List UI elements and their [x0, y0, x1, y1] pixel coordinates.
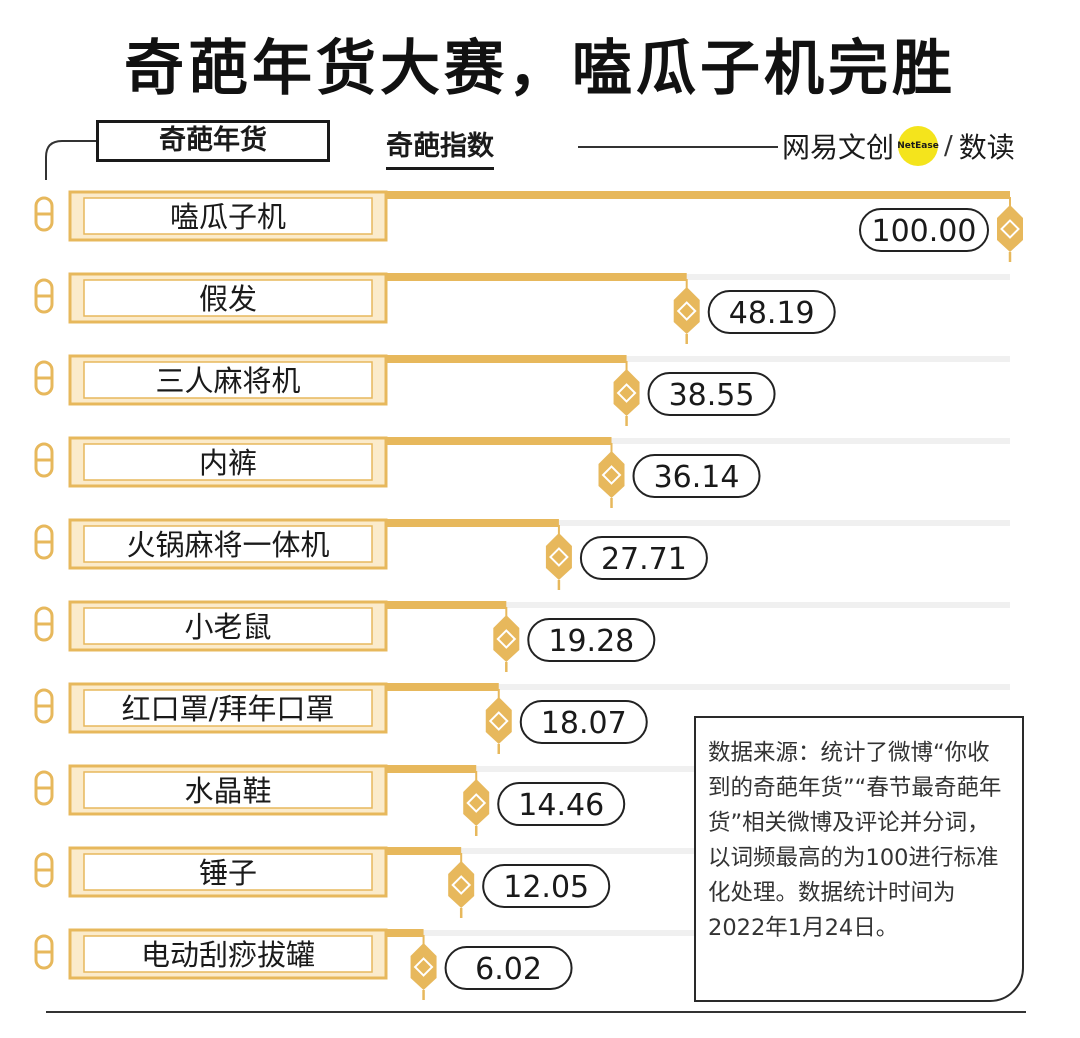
value-pill — [482, 864, 611, 908]
category-label: 锤子 — [199, 856, 257, 890]
lantern-diamond — [676, 301, 697, 321]
category-row: 红口罩/拜年口罩 18.07 — [34, 682, 1010, 754]
category-row: 嗑瓜子机 100.00 — [34, 190, 1023, 262]
label-inner-frame — [83, 443, 373, 481]
bar — [386, 519, 559, 527]
bar — [386, 191, 1010, 199]
label-inner-frame — [83, 279, 373, 317]
lantern-icon — [485, 697, 512, 744]
category-label: 电动刮痧拔罐 — [141, 938, 315, 972]
value-pill — [632, 454, 761, 498]
lantern-diamond — [549, 547, 569, 567]
value-pill — [444, 946, 573, 990]
brand-logo: 网易文创 NetEase / 数读 — [782, 126, 1015, 166]
bar — [386, 765, 477, 773]
bar-track — [386, 684, 1010, 690]
value-label: 18.07 — [541, 706, 627, 741]
lantern-icon — [613, 369, 640, 416]
lantern-diamond — [466, 793, 487, 813]
source-note: 数据来源：统计了微博“你收到的奇葩年货”“春节最奇葩年货”相关微博及评论并分词，… — [694, 716, 1024, 1002]
category-label: 红口罩/拜年口罩 — [122, 692, 335, 726]
bar-track — [386, 520, 1010, 526]
label-inner-frame — [83, 771, 373, 809]
brand-slash: / — [944, 131, 953, 161]
index-header: 奇葩指数 — [386, 124, 494, 170]
value-label: 6.02 — [475, 952, 542, 987]
chart-title: 奇葩年货大赛，嗑瓜子机完胜 — [124, 34, 956, 104]
lantern-icon — [410, 943, 437, 990]
value-label: 14.46 — [518, 788, 604, 823]
value-label: 100.00 — [872, 214, 977, 249]
bar-track — [386, 438, 1010, 444]
lantern-diamond — [451, 875, 472, 895]
category-row: 内裤 36.14 — [34, 436, 1010, 508]
bar — [386, 437, 612, 445]
value-label: 38.55 — [669, 378, 755, 413]
value-pill — [497, 782, 626, 826]
category-row: 假发 48.19 — [34, 272, 1010, 344]
netease-badge-icon: NetEase — [897, 126, 939, 166]
category-label: 嗑瓜子机 — [170, 200, 286, 234]
lantern-diamond — [1000, 219, 1020, 239]
lantern-icon — [545, 533, 572, 580]
value-pill — [579, 536, 708, 580]
label-inner-frame — [83, 853, 373, 891]
value-pill — [519, 700, 648, 744]
category-label: 假发 — [199, 282, 257, 316]
category-label: 三人麻将机 — [155, 364, 300, 398]
lantern-diamond — [488, 711, 509, 731]
bar — [386, 847, 462, 855]
label-inner-frame — [83, 607, 373, 645]
label-inner-frame — [83, 197, 373, 235]
category-label: 小老鼠 — [184, 610, 271, 644]
lantern-icon — [448, 861, 475, 908]
bar — [386, 601, 507, 609]
label-inner-frame — [83, 525, 373, 563]
lantern-diamond — [413, 957, 434, 977]
header-connector — [45, 140, 96, 180]
label-inner-frame — [83, 361, 373, 399]
bar — [386, 273, 687, 281]
value-pill — [647, 372, 776, 416]
lantern-icon — [493, 615, 520, 662]
value-label: 36.14 — [654, 460, 740, 495]
lantern-diamond — [496, 629, 517, 649]
bar-track — [386, 274, 1010, 280]
category-label: 水晶鞋 — [184, 774, 271, 808]
lantern-icon — [997, 205, 1023, 252]
bar — [386, 683, 499, 691]
value-pill — [707, 290, 836, 334]
value-pill — [859, 208, 989, 252]
bar — [386, 929, 424, 937]
value-label: 27.71 — [601, 542, 687, 577]
value-label: 48.19 — [729, 296, 815, 331]
lantern-icon — [463, 779, 490, 826]
bar — [386, 355, 627, 363]
bottom-rule — [46, 1011, 1026, 1013]
category-row: 小老鼠 19.28 — [34, 600, 1010, 672]
category-row: 火锅麻将一体机 27.71 — [34, 518, 1010, 590]
brand-section: 数读 — [958, 131, 1015, 164]
lantern-icon — [598, 451, 625, 498]
category-label: 火锅麻将一体机 — [126, 528, 329, 562]
lantern-icon — [673, 287, 700, 334]
category-row: 三人麻将机 38.55 — [34, 354, 1010, 426]
label-inner-frame — [83, 935, 373, 973]
bar-track — [386, 356, 1010, 362]
lantern-diamond — [616, 383, 637, 403]
value-pill — [527, 618, 656, 662]
header-divider — [578, 146, 778, 148]
label-inner-frame — [83, 689, 373, 727]
value-label: 12.05 — [503, 870, 589, 905]
lantern-diamond — [601, 465, 622, 485]
brand-name: 网易文创 — [782, 131, 895, 164]
bar-track — [386, 602, 1010, 608]
category-label: 内裤 — [199, 446, 257, 480]
value-label: 19.28 — [548, 624, 634, 659]
category-header: 奇葩年货 — [96, 120, 330, 162]
